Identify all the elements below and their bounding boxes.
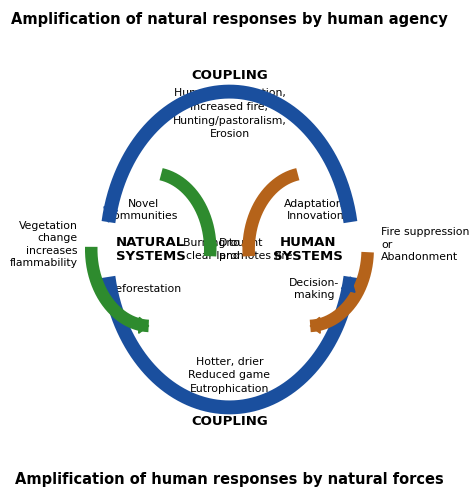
Text: COUPLING: COUPLING bbox=[191, 415, 268, 428]
Text: Vegetation
change
increases
flammability: Vegetation change increases flammability bbox=[10, 221, 78, 268]
Text: Amplification of natural responses by human agency: Amplification of natural responses by hu… bbox=[11, 11, 448, 26]
Text: HUMAN
SYSTEMS: HUMAN SYSTEMS bbox=[273, 236, 343, 263]
Text: Deforestation: Deforestation bbox=[108, 284, 182, 294]
Text: Adaptation,
Innovation: Adaptation, Innovation bbox=[284, 199, 347, 221]
Text: Fire suppression
or
Abandonment: Fire suppression or Abandonment bbox=[381, 227, 469, 262]
Text: Drought
promotes fire: Drought promotes fire bbox=[219, 239, 292, 260]
Text: Human colonization,
Increased fire,
Hunting/pastoralism,
Erosion: Human colonization, Increased fire, Hunt… bbox=[173, 88, 286, 139]
Polygon shape bbox=[242, 243, 255, 256]
Polygon shape bbox=[204, 243, 217, 256]
Polygon shape bbox=[139, 317, 149, 333]
Text: Amplification of human responses by natural forces: Amplification of human responses by natu… bbox=[15, 473, 444, 488]
Text: NATURAL
SYSTEMS: NATURAL SYSTEMS bbox=[116, 236, 186, 263]
Polygon shape bbox=[341, 277, 355, 292]
Text: Burning to
clear land: Burning to clear land bbox=[183, 239, 240, 260]
Text: Hotter, drier
Reduced game
Eutrophication: Hotter, drier Reduced game Eutrophicatio… bbox=[189, 357, 271, 394]
Text: Decision-
making: Decision- making bbox=[289, 278, 339, 300]
Text: Novel
communities: Novel communities bbox=[108, 199, 178, 221]
Text: COUPLING: COUPLING bbox=[191, 69, 268, 82]
Polygon shape bbox=[310, 317, 320, 333]
Polygon shape bbox=[104, 207, 118, 222]
